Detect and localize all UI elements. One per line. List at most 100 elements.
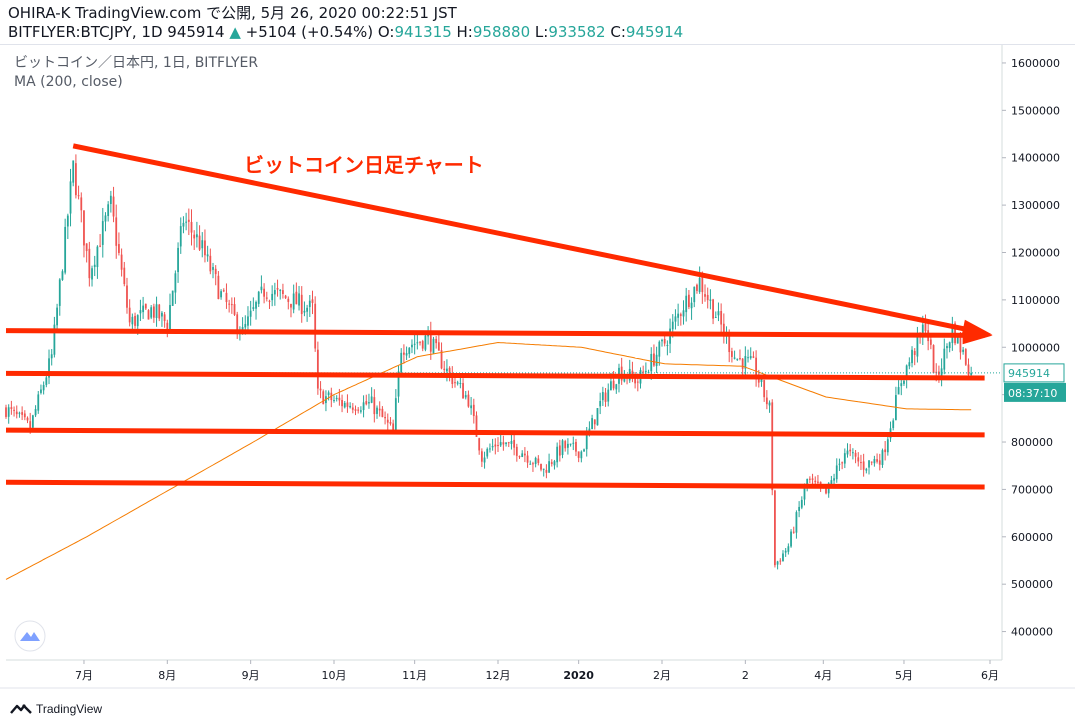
candle	[284, 294, 287, 300]
candle	[687, 290, 690, 310]
candle-body	[865, 468, 868, 471]
candle	[311, 290, 314, 315]
candle-body	[946, 346, 948, 349]
candle-body	[690, 302, 693, 309]
downtrend-line[interactable]	[72, 143, 986, 336]
candle	[365, 394, 368, 406]
candle	[808, 476, 811, 483]
horizontal-line-940000[interactable]	[5, 370, 985, 381]
header-divider	[0, 44, 1075, 45]
candle	[865, 467, 868, 474]
candle-body	[478, 438, 481, 451]
candle	[870, 461, 873, 466]
candle	[548, 453, 550, 474]
candle	[553, 459, 556, 470]
candle-body	[394, 398, 397, 431]
candle	[550, 459, 553, 467]
candle	[134, 312, 136, 329]
candle-body	[870, 461, 873, 463]
candle	[513, 432, 516, 456]
candle	[91, 265, 93, 287]
horizontal-line-820000[interactable]	[5, 427, 985, 438]
candle-body	[373, 397, 376, 415]
candle-body	[255, 301, 257, 309]
candle	[892, 418, 895, 431]
candle	[537, 455, 540, 466]
candle	[693, 286, 696, 308]
candle	[932, 344, 935, 374]
candle	[120, 248, 123, 277]
legend-indicator[interactable]: MA (200, close)	[14, 74, 123, 90]
candle	[249, 300, 252, 326]
candle	[666, 340, 669, 356]
tradingview-brand[interactable]: TradingView	[10, 702, 102, 716]
candle-body	[72, 160, 75, 183]
candle-body	[572, 442, 575, 444]
candle	[841, 461, 844, 470]
candle	[190, 209, 193, 246]
candle-body	[854, 452, 857, 457]
candle-body	[290, 303, 292, 308]
chart-logo-button[interactable]	[14, 620, 46, 652]
candle-body	[545, 469, 548, 473]
candle-body	[134, 315, 136, 326]
candle-body	[451, 373, 454, 384]
candle-body	[5, 407, 7, 417]
candle	[314, 296, 317, 352]
candle-body	[327, 392, 330, 396]
candle	[798, 501, 801, 518]
candle-body	[610, 381, 612, 391]
candle	[75, 154, 77, 199]
candle-body	[878, 460, 881, 465]
candle-body	[752, 356, 755, 358]
candle	[800, 496, 803, 510]
candle-body	[577, 451, 580, 458]
candle-body	[257, 291, 260, 304]
countdown-badge	[1004, 382, 1066, 402]
time-tick-label: 7月	[75, 669, 93, 682]
change-value: +5104 (+0.54%)	[245, 23, 374, 41]
candle-body	[144, 303, 147, 309]
candle	[470, 397, 473, 415]
candle	[704, 284, 706, 302]
candle-body	[523, 453, 526, 456]
horizontal-line-1030000[interactable]	[5, 328, 985, 338]
candle-body	[287, 298, 290, 302]
candle-body	[349, 405, 352, 408]
candle-body	[37, 394, 40, 411]
candle	[139, 299, 142, 322]
candle	[577, 451, 580, 463]
candle-body	[561, 440, 564, 455]
candle-body	[222, 290, 225, 292]
price-tick-label: 1500000	[1011, 104, 1060, 117]
time-tick-label: 6月	[981, 669, 999, 682]
candle-body	[228, 303, 231, 305]
candle	[429, 321, 432, 360]
candle-body	[454, 382, 456, 384]
candle-body	[499, 442, 502, 446]
candle-body	[475, 415, 478, 437]
candle-body	[970, 372, 973, 376]
candle	[260, 275, 263, 294]
candle	[346, 394, 349, 413]
candle-body	[510, 441, 513, 444]
candle-body	[505, 442, 507, 445]
candle	[467, 390, 470, 408]
horizontal-line-710000[interactable]	[5, 479, 985, 490]
candle	[733, 350, 736, 360]
candle	[21, 406, 24, 421]
candle-body	[91, 268, 93, 280]
candle	[946, 343, 948, 359]
brand-label: TradingView	[36, 702, 103, 716]
last-price-badge	[1003, 363, 1065, 383]
candle	[131, 313, 134, 331]
candle	[247, 306, 249, 332]
candle-body	[405, 353, 408, 356]
candle-body	[706, 294, 709, 301]
candle-body	[857, 457, 860, 462]
candle	[10, 400, 13, 415]
candle-body	[755, 357, 757, 379]
candle-body	[814, 480, 817, 483]
candle	[795, 510, 798, 539]
